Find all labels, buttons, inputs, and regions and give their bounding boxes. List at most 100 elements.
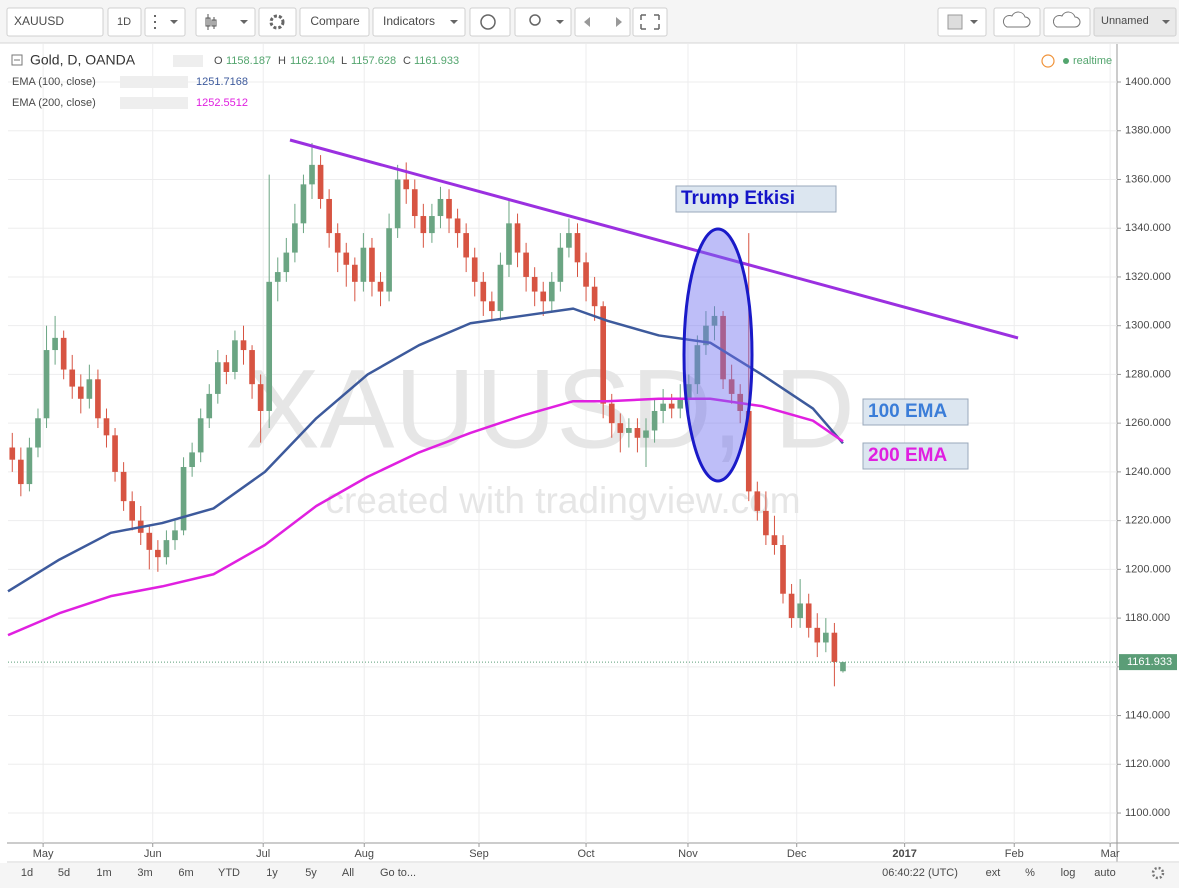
x-tick-label: Sep [469, 848, 489, 860]
annotation-box [862, 442, 969, 470]
scale-option[interactable]: auto [1094, 867, 1115, 879]
range-button[interactable]: 1d [21, 867, 33, 879]
candle-body [797, 603, 803, 619]
legend: Gold, D, OANDA O 1158.187 H 1162.104 L 1… [11, 52, 1112, 109]
candle-body [805, 603, 812, 628]
candle-body [660, 403, 666, 411]
candle-body [240, 340, 247, 351]
scale-option[interactable]: log [1061, 867, 1076, 879]
grid [8, 44, 1117, 843]
candle-body [617, 423, 624, 433]
legend-ema-name: EMA (100, close) [12, 76, 96, 88]
symbol-title: Gold, D, OANDA [30, 52, 136, 68]
candle-body [300, 184, 307, 224]
ohlc-letter: O [214, 55, 223, 67]
highlight-ellipse [682, 227, 754, 483]
interval-button[interactable] [107, 7, 142, 37]
candle-body [386, 228, 392, 292]
scale-option[interactable]: ext [986, 867, 1001, 879]
candle-body [69, 369, 76, 387]
candle-body [292, 223, 298, 253]
x-tick-label: Jun [144, 848, 162, 860]
candle-body [103, 418, 110, 436]
range-button[interactable]: 3m [137, 867, 152, 879]
candle-body [583, 262, 589, 287]
watermark-sub: created with tradingview.com [325, 480, 800, 521]
range-button[interactable]: All [342, 867, 354, 879]
clock: 06:40:22 (UTC) [882, 867, 958, 879]
candle-body [463, 233, 469, 258]
candle-body [309, 164, 315, 185]
chart-style-button[interactable] [195, 7, 256, 37]
candle-body [788, 593, 795, 619]
candle-body [146, 532, 153, 550]
range-button[interactable]: 5y [305, 867, 317, 879]
candle-body [420, 216, 427, 234]
legend-actions[interactable] [120, 97, 188, 109]
range-button[interactable]: YTD [218, 867, 240, 879]
candle-body [35, 418, 41, 448]
candle-body [831, 632, 838, 662]
indicators-label: Indicators [383, 14, 435, 28]
y-tick-label: 1180.000 [1125, 612, 1170, 624]
x-tick-label: Jul [256, 848, 270, 860]
ohlc-letter: C [403, 55, 411, 67]
y-tick-label: 1280.000 [1125, 368, 1171, 380]
undo-redo[interactable] [574, 7, 631, 37]
y-tick-label: 1300.000 [1125, 320, 1171, 332]
ema-line [7, 397, 844, 637]
x-tick-label: Mar [1101, 848, 1120, 860]
candle-body [120, 471, 127, 502]
y-tick-label: 1120.000 [1125, 758, 1170, 770]
candle-body [214, 362, 221, 394]
legend-actions[interactable] [173, 55, 203, 67]
candle-body [18, 459, 24, 485]
indicators-button[interactable] [372, 7, 466, 37]
last-price-label: 1161.933 [1127, 656, 1172, 668]
layout-button[interactable] [1093, 7, 1177, 37]
x-tick-label: Dec [787, 848, 807, 860]
compare-label: Compare [310, 14, 360, 28]
y-tick-label: 1380.000 [1125, 125, 1171, 137]
candle-body [523, 252, 529, 277]
legend-actions[interactable] [120, 76, 188, 88]
goto-button[interactable]: Go to... [380, 867, 416, 879]
interval-menu[interactable] [144, 7, 186, 37]
y-tick-label: 1140.000 [1125, 709, 1170, 721]
alert-button[interactable] [469, 7, 511, 37]
candle-body [232, 340, 238, 372]
candle-body [437, 198, 444, 217]
x-tick-label: Feb [1005, 848, 1024, 860]
candle-body [634, 428, 641, 438]
candle-body [43, 350, 50, 419]
fullscreen-button[interactable] [632, 7, 668, 37]
candle-body [557, 247, 564, 282]
candle-body [454, 218, 461, 234]
candle-body [197, 418, 204, 453]
range-button[interactable]: 6m [178, 867, 193, 879]
range-button[interactable]: 1y [266, 867, 278, 879]
symbol-box[interactable] [6, 7, 104, 37]
candle-body [26, 447, 33, 485]
range-button[interactable]: 1m [96, 867, 111, 879]
bottom-bar: 1d 5d 1m 3m 6m YTD 1y 5y All Go to... 06:40:22 (UT… [0, 863, 1179, 888]
ohlc-letter: L [341, 55, 347, 67]
candle-body [643, 430, 649, 438]
last-price-tag [1119, 654, 1177, 671]
candle-body [189, 452, 195, 468]
x-tick-label: 2017 [892, 848, 916, 860]
candle-body [840, 662, 846, 672]
range-button[interactable]: 5d [58, 867, 70, 879]
load-button[interactable] [993, 7, 1041, 37]
ohlc-value: 1157.628 [351, 55, 396, 67]
settings-icon[interactable] [1151, 866, 1165, 880]
compare-button[interactable] [299, 7, 370, 37]
ideas-button[interactable] [514, 7, 572, 37]
candle-body [489, 301, 495, 312]
scale-option[interactable]: % [1025, 867, 1035, 879]
candle-body [77, 386, 84, 399]
save-button[interactable] [1043, 7, 1091, 37]
candle-body [163, 540, 170, 558]
settings-button[interactable] [258, 7, 297, 37]
ohlc-value: 1161.933 [414, 55, 459, 67]
